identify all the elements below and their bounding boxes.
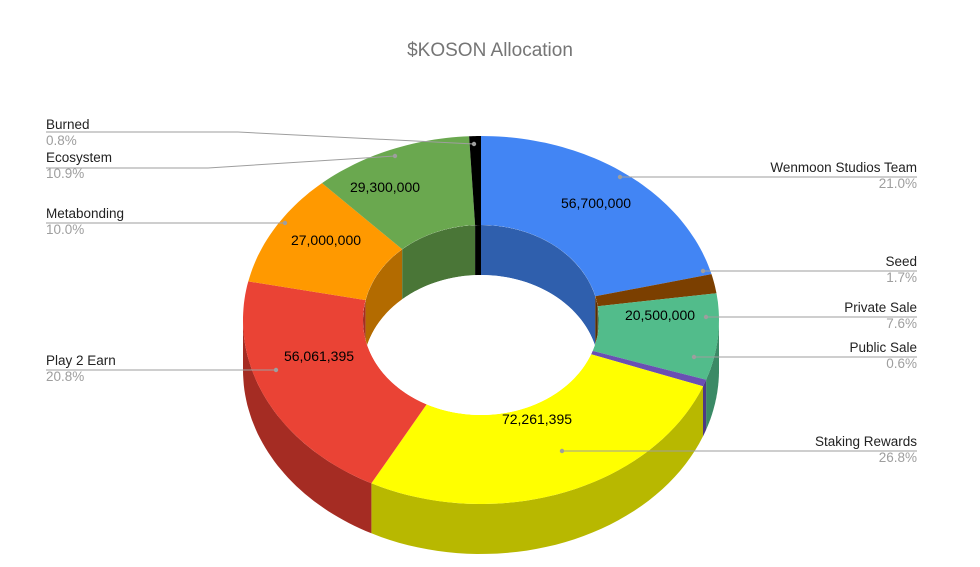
slice-side	[703, 379, 707, 437]
label-wenmoon-studios-team: Wenmoon Studios Team 21.0%	[770, 160, 917, 192]
label-ecosystem: Ecosystem 10.9%	[46, 150, 112, 182]
leader-dot	[691, 354, 697, 360]
leader-dot	[617, 174, 623, 180]
slice-private-sale[interactable]	[592, 293, 719, 380]
leader-lines	[46, 131, 917, 454]
leader-line	[46, 131, 475, 145]
label-play-2-earn: Play 2 Earn 20.8%	[46, 353, 116, 385]
label-percent: 21.0%	[878, 176, 917, 191]
label-percent: 10.0%	[46, 222, 85, 237]
slice-staking-rewards[interactable]	[371, 354, 703, 504]
label-percent: 20.8%	[46, 369, 85, 384]
label-name: Wenmoon Studios Team	[770, 160, 917, 175]
donut-hole	[363, 275, 599, 415]
leader-dot	[471, 141, 477, 147]
label-percent: 10.9%	[46, 166, 85, 181]
label-seed: Seed 1.7%	[885, 254, 917, 286]
slice-side	[371, 386, 703, 554]
label-staking-rewards: Staking Rewards 26.8%	[815, 434, 917, 466]
leader-dot	[273, 367, 279, 373]
leader-dot	[703, 314, 709, 320]
label-public-sale: Public Sale 0.6%	[849, 340, 917, 372]
leader-line	[46, 155, 396, 169]
value-label-private-sale: 20,500,000	[624, 307, 696, 323]
value-label-ecosystem: 29,300,000	[349, 179, 421, 195]
leader-dot	[282, 220, 288, 226]
label-percent: 26.8%	[878, 450, 917, 465]
label-percent: 0.6%	[886, 356, 917, 371]
leader-dot	[559, 448, 565, 454]
label-name: Seed	[885, 254, 917, 269]
label-name: Ecosystem	[46, 150, 113, 165]
label-name: Metabonding	[46, 206, 125, 221]
label-percent: 7.6%	[886, 316, 917, 331]
label-name: Private Sale	[844, 300, 917, 315]
leader-dot	[700, 268, 706, 274]
label-metabonding: Metabonding 10.0%	[46, 206, 124, 238]
value-label-metabonding: 27,000,000	[290, 232, 362, 248]
label-name: Play 2 Earn	[46, 353, 116, 368]
label-burned: Burned 0.8%	[46, 117, 90, 149]
slice-play-2-earn[interactable]	[243, 281, 427, 484]
label-name: Burned	[46, 117, 90, 132]
label-percent: 1.7%	[886, 270, 917, 285]
label-name: Public Sale	[849, 340, 917, 355]
label-percent: 0.8%	[46, 133, 77, 148]
slice-side	[706, 320, 719, 430]
value-label-play2earn: 56,061,395	[283, 348, 355, 364]
label-name: Staking Rewards	[814, 434, 917, 449]
slice-seed[interactable]	[595, 274, 717, 307]
chart-title: $KOSON Allocation	[407, 40, 573, 61]
donut-sides	[243, 320, 719, 554]
value-label-wenmoon: 56,700,000	[560, 195, 632, 211]
slice-ecosystem[interactable]	[322, 136, 476, 250]
slice-side	[243, 320, 372, 534]
slice-burned[interactable]	[469, 136, 481, 226]
slice-public-sale[interactable]	[591, 350, 707, 387]
value-label-staking: 72,261,395	[501, 411, 573, 427]
slice-wenmoon-studios-team[interactable]	[481, 136, 712, 297]
label-private-sale: Private Sale 7.6%	[844, 300, 917, 332]
leader-dot	[392, 153, 398, 159]
slice-metabonding[interactable]	[248, 183, 403, 301]
donut-slices	[243, 136, 719, 504]
